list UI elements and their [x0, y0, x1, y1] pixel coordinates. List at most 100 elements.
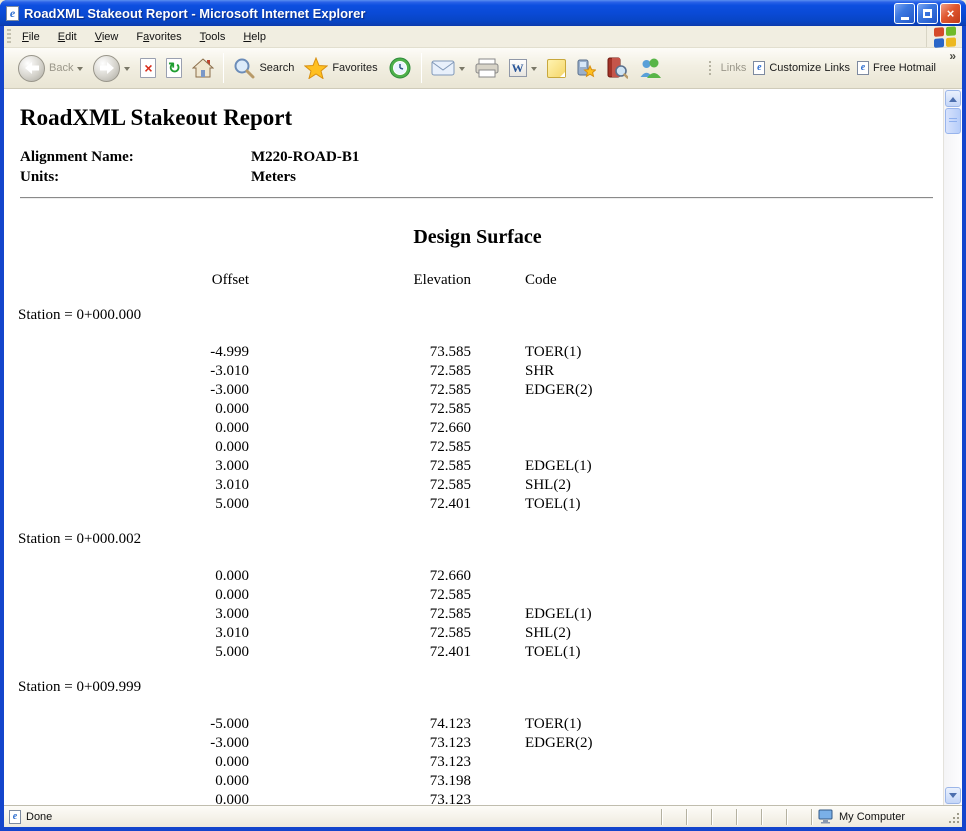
offset-cell: 3.000 [215, 606, 249, 622]
elevation-cell: 72.401 [429, 644, 471, 660]
refresh-button[interactable]: ↻ [161, 55, 187, 81]
print-button[interactable] [470, 55, 504, 81]
back-button[interactable]: Back [13, 52, 88, 85]
offset-cell: 0.000 [215, 587, 249, 603]
offset-cell: 0.000 [215, 568, 249, 584]
maximize-button[interactable] [917, 2, 938, 24]
scrollbar-thumb[interactable] [945, 108, 961, 134]
minimize-button[interactable] [894, 2, 915, 24]
vertical-scrollbar[interactable] [943, 89, 962, 805]
ie-link-icon: e [753, 61, 766, 75]
forward-arrow-icon [93, 54, 121, 82]
back-button-label: Back [49, 62, 74, 74]
messenger-button[interactable] [571, 55, 601, 81]
status-pane [661, 808, 686, 825]
scrollbar-track[interactable] [944, 108, 962, 786]
thumb-grip-icon [949, 118, 957, 124]
code-cell: SHL(2) [525, 625, 571, 641]
station-rows: 0.000 72.660 0.000 72.585 [12, 567, 943, 662]
scroll-down-icon [949, 792, 957, 802]
toolbar-overflow-chevron[interactable]: » [949, 49, 956, 63]
resize-grip[interactable] [946, 808, 962, 826]
edit-dropdown-icon[interactable] [530, 66, 537, 74]
scroll-down-button[interactable] [945, 787, 961, 804]
elevation-cell: 73.123 [429, 754, 471, 770]
discuss-button[interactable] [542, 56, 571, 81]
code-cell: TOEL(1) [525, 496, 581, 512]
station-block: Station = 0+000.002 0.000 72.660 [12, 531, 943, 662]
offset-cell: -3.000 [210, 735, 249, 751]
column-headers: Offset Elevation Code [12, 271, 943, 290]
stop-icon: × [140, 58, 157, 78]
close-button[interactable]: × [940, 2, 961, 24]
customize-links-button[interactable]: e Customize Links [753, 61, 850, 75]
code-cell: SHR [525, 363, 555, 379]
station-label: Station = 0+000.002 [18, 531, 142, 547]
mail-dropdown-icon[interactable] [458, 66, 465, 74]
menu-item[interactable]: Tools [191, 29, 235, 45]
window-controls: × [894, 2, 961, 24]
research-book-icon [607, 57, 628, 79]
code-column-header: Code [525, 272, 557, 288]
research-button[interactable] [601, 54, 633, 82]
table-row: 0.000 72.585 [12, 586, 943, 605]
standard-toolbar: Back × ↻ [4, 48, 962, 89]
home-button[interactable] [187, 55, 219, 81]
elevation-cell: 72.585 [429, 401, 471, 417]
search-button[interactable]: Search [228, 54, 299, 82]
mail-button[interactable] [426, 56, 470, 80]
window-body: File Edit View Favorites Tools Help [4, 26, 962, 827]
msn-messenger-button[interactable] [633, 54, 667, 82]
elevation-cell: 72.585 [429, 587, 471, 603]
back-dropdown-icon[interactable] [77, 66, 84, 74]
status-text: Done [26, 810, 53, 823]
favorites-button[interactable]: Favorites [299, 54, 382, 82]
elevation-cell: 72.585 [429, 363, 471, 379]
elevation-cell: 72.585 [429, 439, 471, 455]
favorites-button-label: Favorites [332, 62, 378, 74]
forward-dropdown-icon[interactable] [124, 66, 131, 74]
table-row: 3.000 72.585 EDGEL(1) [12, 605, 943, 624]
menu-item[interactable]: Help [234, 29, 275, 45]
elevation-cell: 72.585 [429, 606, 471, 622]
history-button[interactable] [383, 53, 417, 83]
elevation-cell: 72.585 [429, 625, 471, 641]
messenger-star-icon [577, 59, 596, 78]
menu-item[interactable]: File [13, 29, 49, 45]
my-computer-icon [818, 809, 833, 824]
menu-item[interactable]: View [86, 29, 128, 45]
word-icon: W [508, 59, 527, 77]
menu-item-label: dit [65, 30, 77, 43]
menu-item-accel: E [57, 30, 66, 43]
table-row: 5.000 72.401 TOEL(1) [12, 495, 943, 514]
mail-envelope-icon [431, 60, 455, 76]
scroll-up-button[interactable] [945, 90, 961, 107]
menu-item-label: ile [28, 30, 40, 43]
menu-item[interactable]: Favorites [127, 29, 190, 45]
title-bar[interactable]: e RoadXML Stakeout Report - Microsoft In… [0, 0, 966, 26]
close-icon: × [946, 5, 955, 21]
stop-button[interactable]: × [135, 55, 161, 81]
table-row: -5.000 74.123 TOER(1) [12, 715, 943, 734]
menubar-grip-handle[interactable] [7, 29, 11, 44]
zone-text: My Computer [839, 810, 906, 823]
code-cell: EDGEL(1) [525, 458, 592, 474]
edit-with-word-button[interactable]: W [504, 56, 542, 80]
table-row: -3.000 73.123 EDGER(2) [12, 734, 943, 753]
toolbar-separator [420, 53, 422, 83]
status-message: e Done [4, 809, 661, 824]
printer-icon [475, 58, 499, 78]
links-bar: Links e Customize Links e Free Hotmail [708, 61, 936, 75]
offset-cell: 5.000 [215, 644, 249, 660]
offset-cell: 0.000 [215, 754, 249, 770]
forward-button[interactable] [88, 52, 135, 85]
table-row: 0.000 72.660 [12, 419, 943, 438]
free-hotmail-button[interactable]: e Free Hotmail [857, 61, 936, 75]
station-rows: -4.999 73.585 TOER(1) -3.010 72.585 SHR [12, 343, 943, 514]
code-cell: TOEL(1) [525, 644, 581, 660]
menu-bar: File Edit View Favorites Tools Help [4, 26, 962, 48]
elevation-cell: 73.198 [429, 773, 471, 789]
offset-cell: -3.010 [210, 363, 249, 379]
people-icon [640, 58, 661, 78]
menu-item[interactable]: Edit [49, 29, 86, 45]
